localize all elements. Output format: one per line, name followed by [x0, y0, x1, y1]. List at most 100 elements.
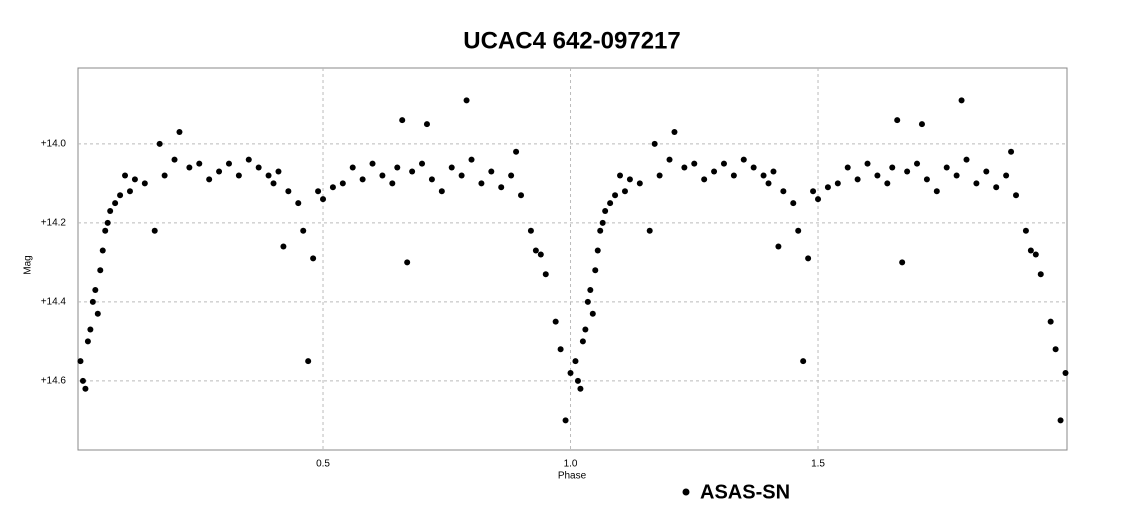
data-point [612, 192, 619, 199]
data-point [349, 164, 356, 171]
data-point [795, 227, 802, 234]
data-point [131, 176, 138, 183]
data-point [104, 219, 111, 226]
data-point [141, 180, 148, 187]
data-point [589, 310, 596, 317]
data-point [389, 180, 396, 187]
data-point [597, 227, 604, 234]
data-point [651, 140, 658, 147]
data-point [310, 255, 317, 262]
data-point [89, 298, 96, 305]
data-point [126, 188, 133, 195]
data-point [379, 172, 386, 179]
y-tick-label: +14.0 [41, 138, 67, 149]
data-point [958, 97, 965, 104]
data-point [552, 318, 559, 325]
data-point [196, 160, 203, 167]
data-point [102, 227, 109, 234]
data-point [864, 160, 871, 167]
data-point [488, 168, 495, 175]
data-point [810, 188, 817, 195]
plot-frame [77, 67, 1068, 451]
data-point [270, 180, 277, 187]
data-point [918, 121, 925, 128]
data-point [824, 184, 831, 191]
data-point [1032, 251, 1039, 258]
data-point [498, 184, 505, 191]
data-point [711, 168, 718, 175]
data-point [295, 200, 302, 207]
data-point [621, 188, 628, 195]
y-tick-label: +14.2 [41, 217, 67, 228]
data-point [1022, 227, 1029, 234]
data-point [112, 200, 119, 207]
data-point [419, 160, 426, 167]
data-point [681, 164, 688, 171]
data-point [562, 417, 569, 424]
data-point [567, 369, 574, 376]
data-point [557, 346, 564, 353]
data-point [280, 243, 287, 250]
data-point [953, 172, 960, 179]
data-point [701, 176, 708, 183]
data-point [359, 176, 366, 183]
data-point [320, 196, 327, 203]
data-point [874, 172, 881, 179]
data-point [527, 227, 534, 234]
data-point [537, 251, 544, 258]
data-point [468, 156, 475, 163]
data-point [834, 180, 841, 187]
data-point [265, 172, 272, 179]
data-point [760, 172, 767, 179]
data-point [775, 243, 782, 250]
x-tick-label: 0.5 [316, 459, 330, 470]
data-point [765, 180, 772, 187]
data-point [399, 117, 406, 124]
data-point [574, 377, 581, 384]
data-point [1037, 271, 1044, 278]
data-point [84, 338, 91, 345]
data-point [599, 219, 606, 226]
data-point [656, 172, 663, 179]
data-point [790, 200, 797, 207]
data-point [394, 164, 401, 171]
data-point [844, 164, 851, 171]
data-point [315, 188, 322, 195]
data-point [176, 128, 183, 135]
data-point [1003, 172, 1010, 179]
data-point [151, 227, 158, 234]
data-point [805, 255, 812, 262]
data-point [513, 148, 520, 155]
data-point [87, 326, 94, 333]
data-point [99, 247, 106, 254]
data-point [107, 208, 114, 215]
data-point [518, 192, 525, 199]
data-point [1062, 369, 1069, 376]
chart-title: UCAC4 642-097217 [463, 27, 680, 54]
data-point [255, 164, 262, 171]
data-point [428, 176, 435, 183]
data-point [607, 200, 614, 207]
data-point [82, 385, 89, 392]
data-point [577, 385, 584, 392]
data-point [79, 377, 86, 384]
data-point [800, 358, 807, 365]
data-point [584, 298, 591, 305]
data-point [305, 358, 312, 365]
data-point [423, 121, 430, 128]
data-point [691, 160, 698, 167]
data-point [275, 168, 282, 175]
data-point [963, 156, 970, 163]
data-point [1013, 192, 1020, 199]
data-point [993, 184, 1000, 191]
data-point [884, 180, 891, 187]
data-point [235, 172, 242, 179]
x-axis-label: Phase [558, 471, 587, 482]
y-axis-label: Mag [23, 255, 34, 274]
data-point [587, 287, 594, 294]
data-point [592, 267, 599, 274]
data-point [245, 156, 252, 163]
legend-label: ASAS-SN [700, 481, 790, 503]
data-point [438, 188, 445, 195]
